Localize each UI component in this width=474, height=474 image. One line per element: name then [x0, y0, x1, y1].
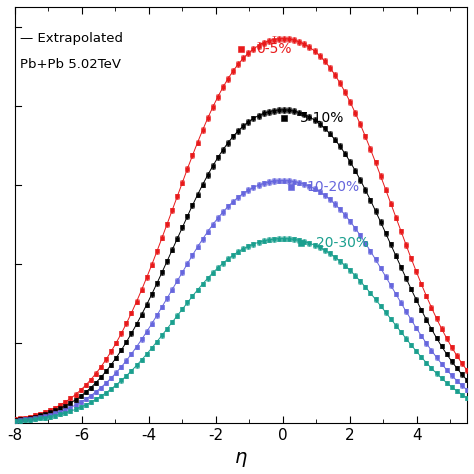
Text: 5-10%: 5-10% [300, 111, 344, 125]
Text: 20-30%: 20-30% [316, 236, 369, 249]
Text: 0-5%: 0-5% [256, 42, 292, 55]
Text: — Extrapolated: — Extrapolated [19, 32, 123, 45]
X-axis label: η: η [235, 448, 247, 467]
Text: Pb+Pb 5.02TeV: Pb+Pb 5.02TeV [19, 58, 120, 71]
Text: 10-20%: 10-20% [306, 180, 359, 194]
